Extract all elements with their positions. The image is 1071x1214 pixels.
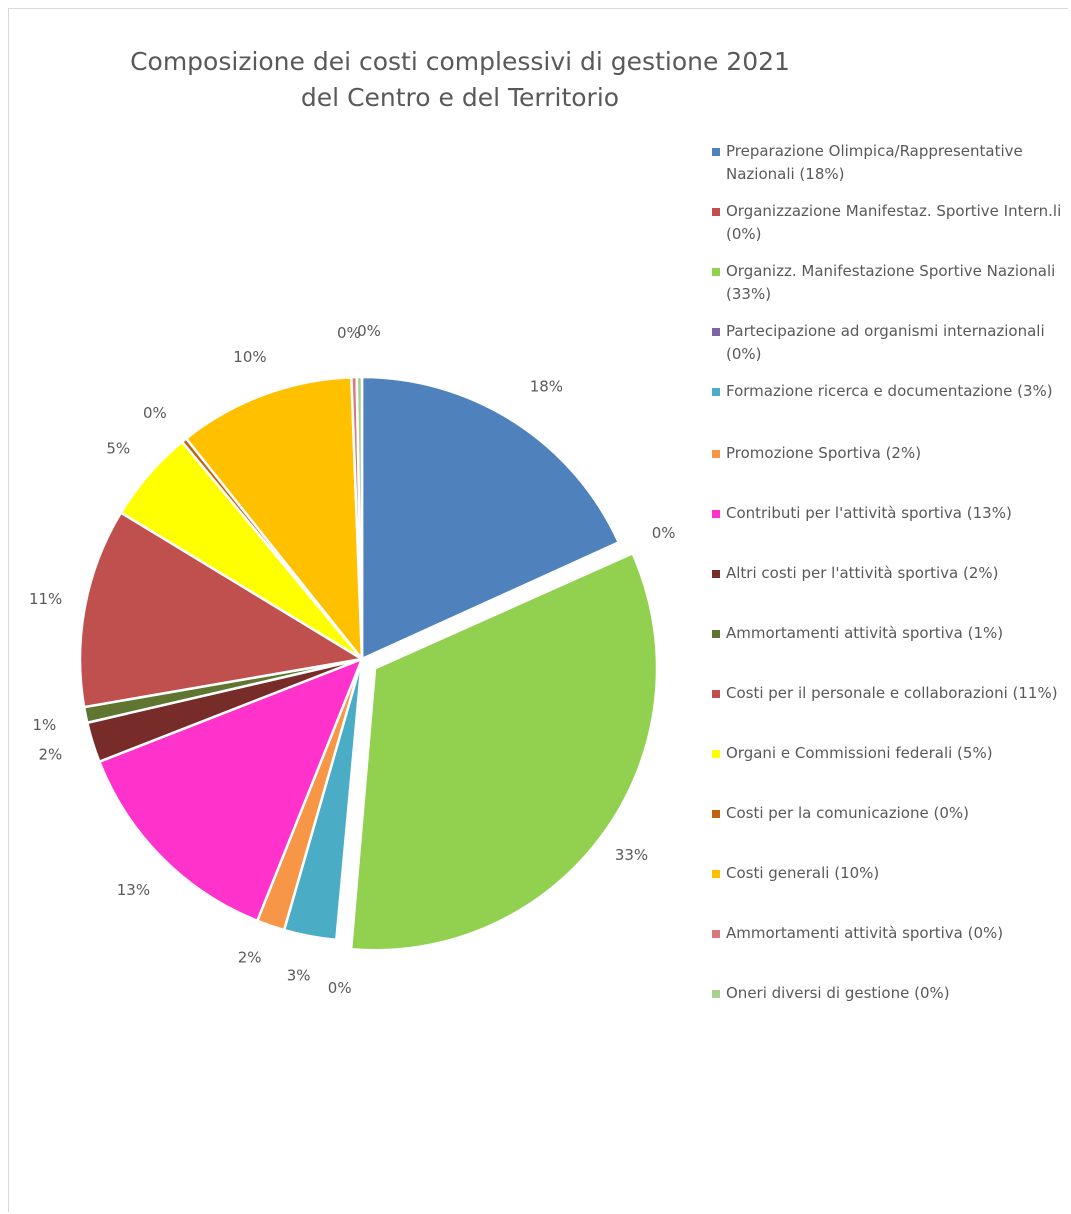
legend-swatch	[712, 510, 720, 518]
data-label-9: 1%	[33, 716, 57, 734]
legend-item-12: Costi per la comunicazione (0%)	[712, 802, 1064, 825]
legend-swatch	[712, 690, 720, 698]
legend-item-1: Preparazione Olimpica/Rappresentative Na…	[712, 140, 1064, 186]
legend-swatch	[712, 268, 720, 276]
legend-item-10: Costi per il personale e collaborazioni …	[712, 682, 1064, 705]
legend-label: Organizzazione Manifestaz. Sportive Inte…	[726, 202, 1062, 243]
data-label-13: 10%	[233, 348, 266, 366]
legend-label: Organi e Commissioni federali (5%)	[726, 744, 993, 762]
data-label-8: 2%	[39, 745, 63, 763]
legend-item-7: Contributi per l'attività sportiva (13%)	[712, 502, 1064, 525]
data-label-7: 13%	[117, 881, 150, 899]
data-label-4: 0%	[328, 979, 352, 997]
legend-item-13: Costi generali (10%)	[712, 862, 1064, 885]
pie-slice-10	[78, 510, 366, 709]
data-label-14: 0%	[337, 324, 361, 342]
legend-label: Costi per la comunicazione (0%)	[726, 804, 969, 822]
data-label-1: 18%	[530, 377, 563, 395]
legend-item-15: Oneri diversi di gestione (0%)	[712, 982, 1064, 1005]
chart-title-line-1: Composizione dei costi complessivi di ge…	[130, 47, 790, 76]
legend-label: Oneri diversi di gestione (0%)	[726, 984, 950, 1002]
legend-item-2: Organizzazione Manifestaz. Sportive Inte…	[712, 200, 1064, 246]
pie-slice-3	[349, 551, 659, 952]
pie-slice-7	[97, 656, 365, 923]
legend-item-5: Formazione ricerca e documentazione (3%)	[712, 380, 1064, 403]
legend-label: Organizz. Manifestazione Sportive Nazion…	[726, 262, 1056, 303]
chart-title: Composizione dei costi complessivi di ge…	[130, 44, 790, 116]
chart-title-line-2: del Centro e del Territorio	[300, 83, 620, 112]
legend-swatch	[712, 750, 720, 758]
pie-slice-1	[360, 375, 621, 661]
pie-slice-13	[184, 375, 364, 663]
pie-slice-2	[361, 540, 622, 661]
legend-label: Altri costi per l'attività sportiva (2%)	[726, 564, 999, 582]
legend-swatch	[712, 328, 720, 336]
chart-frame	[8, 8, 1068, 1212]
legend-swatch	[712, 208, 720, 216]
data-label-5: 3%	[287, 966, 311, 984]
legend-item-9: Ammortamenti attività sportiva (1%)	[712, 622, 1064, 645]
legend-label: Formazione ricerca e documentazione (3%)	[726, 382, 1053, 400]
data-label-11: 5%	[106, 440, 130, 458]
legend-label: Costi generali (10%)	[726, 864, 880, 882]
legend-item-4: Partecipazione ad organismi internaziona…	[712, 320, 1064, 366]
data-label-12: 0%	[143, 404, 167, 422]
legend-label: Partecipazione ad organismi internaziona…	[726, 322, 1045, 363]
data-label-10: 11%	[29, 590, 62, 608]
data-label-3: 33%	[615, 846, 648, 864]
legend-label: Preparazione Olimpica/Rappresentative Na…	[726, 142, 1023, 183]
legend-swatch	[712, 870, 720, 878]
legend-item-8: Altri costi per l'attività sportiva (2%)	[712, 562, 1064, 585]
legend-item-11: Organi e Commissioni federali (5%)	[712, 742, 1064, 765]
legend-swatch	[712, 810, 720, 818]
data-label-6: 2%	[238, 949, 262, 967]
legend-label: Ammortamenti attività sportiva (0%)	[726, 924, 1004, 942]
legend-item-3: Organizz. Manifestazione Sportive Nazion…	[712, 260, 1064, 306]
legend-label: Contributi per l'attività sportiva (13%)	[726, 504, 1012, 522]
legend-swatch	[712, 990, 720, 998]
legend-label: Costi per il personale e collaborazioni …	[726, 684, 1058, 702]
legend-swatch	[712, 148, 720, 156]
legend-swatch	[712, 450, 720, 458]
legend-item-6: Promozione Sportiva (2%)	[712, 442, 1064, 465]
pie-slice-15	[355, 375, 364, 660]
data-label-2: 0%	[652, 524, 676, 542]
legend-item-14: Ammortamenti attività sportiva (0%)	[712, 922, 1064, 945]
legend-swatch	[712, 630, 720, 638]
data-label-15: 0%	[357, 322, 381, 340]
legend-label: Promozione Sportiva (2%)	[726, 444, 922, 462]
legend-swatch	[712, 388, 720, 396]
legend-label: Ammortamenti attività sportiva (1%)	[726, 624, 1004, 642]
legend-swatch	[712, 930, 720, 938]
legend-swatch	[712, 570, 720, 578]
